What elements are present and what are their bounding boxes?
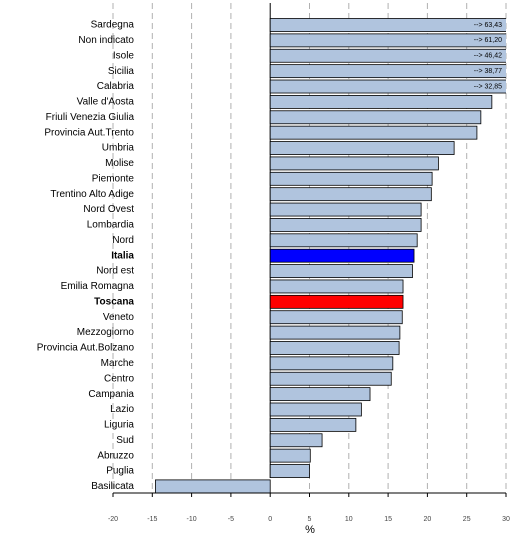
category-label: Calabria — [97, 81, 135, 92]
category-label: Nord — [112, 235, 134, 246]
category-label: Valle d'Aosta — [77, 97, 135, 108]
bar — [269, 279, 404, 294]
bar — [269, 371, 392, 386]
bar — [269, 48, 506, 63]
x-tick-label: 15 — [384, 516, 392, 523]
x-tick-label: -10 — [187, 516, 197, 523]
category-label: Centro — [104, 373, 134, 384]
x-tick-label: 30 — [502, 516, 510, 523]
bar — [269, 171, 433, 186]
category-label: Lombardia — [87, 220, 135, 231]
bar — [269, 464, 310, 478]
category-label: Mezzogiorno — [77, 327, 135, 338]
bar — [269, 417, 357, 432]
x-tick-label: 0 — [268, 516, 272, 523]
category-label: Toscana — [94, 296, 134, 307]
category-label: Puglia — [106, 466, 134, 477]
bar — [269, 433, 323, 448]
category-label: Marche — [101, 358, 135, 369]
bar — [269, 387, 371, 402]
bar — [269, 187, 432, 202]
category-label: Lazio — [110, 404, 134, 415]
bar — [269, 294, 404, 309]
category-label: Molise — [105, 158, 134, 169]
category-label: Veneto — [103, 312, 135, 323]
value-label: --> 46,42 — [474, 53, 502, 60]
bar — [269, 218, 422, 232]
bar — [269, 356, 394, 371]
x-tick-label: -20 — [108, 516, 118, 523]
x-tick-label: 20 — [424, 516, 432, 523]
category-label: Liguria — [104, 420, 134, 431]
value-label: --> 61,20 — [474, 37, 502, 44]
value-label: --> 38,77 — [474, 68, 502, 75]
value-label: --> 63,43 — [474, 22, 502, 29]
bar — [155, 479, 271, 494]
category-label: Provincia Aut.Bolzano — [37, 343, 135, 354]
category-label: Campania — [88, 389, 134, 400]
value-label: --> 32,85 — [474, 83, 502, 90]
category-label: Provincia Aut.Trento — [44, 127, 134, 138]
category-label: Non indicato — [78, 35, 134, 46]
bar — [269, 141, 455, 155]
category-label: Piemonte — [92, 173, 135, 184]
plot-area — [155, 18, 506, 494]
category-label: Trentino Alto Adige — [50, 189, 134, 200]
bar — [269, 64, 506, 79]
category-label: Sardegna — [91, 20, 135, 31]
bar — [269, 448, 311, 463]
x-tick-label: -15 — [147, 516, 157, 523]
bar — [269, 202, 422, 217]
x-tick-label: 10 — [345, 516, 353, 523]
category-label: Nord est — [96, 266, 134, 277]
category-label: Sud — [116, 435, 134, 446]
bar — [269, 79, 506, 94]
bar — [269, 95, 493, 109]
bar — [269, 110, 482, 125]
x-tick-label: 25 — [463, 516, 471, 523]
x-tick-label: 5 — [308, 516, 312, 523]
category-label: Italia — [111, 250, 134, 261]
category-label: Abruzzo — [97, 450, 134, 461]
bar — [269, 233, 418, 248]
bar — [269, 341, 400, 355]
bar — [269, 125, 478, 140]
category-label: Isole — [113, 50, 135, 61]
category-label: Friuli Venezia Giulia — [46, 112, 135, 123]
bar — [269, 33, 506, 48]
bar — [269, 18, 506, 32]
category-label: Basilicata — [91, 481, 134, 492]
category-label: Sicilia — [108, 66, 135, 77]
bar — [269, 156, 439, 171]
bar — [269, 264, 413, 278]
bar — [269, 402, 362, 417]
bar — [269, 248, 415, 263]
x-tick-label: -5 — [228, 516, 234, 523]
bar — [269, 310, 403, 325]
category-label: Umbria — [102, 143, 135, 154]
category-label: Emilia Romagna — [61, 281, 135, 292]
bar — [269, 325, 401, 340]
category-label: Nord Ovest — [83, 204, 134, 215]
x-axis-label: % — [305, 524, 315, 536]
